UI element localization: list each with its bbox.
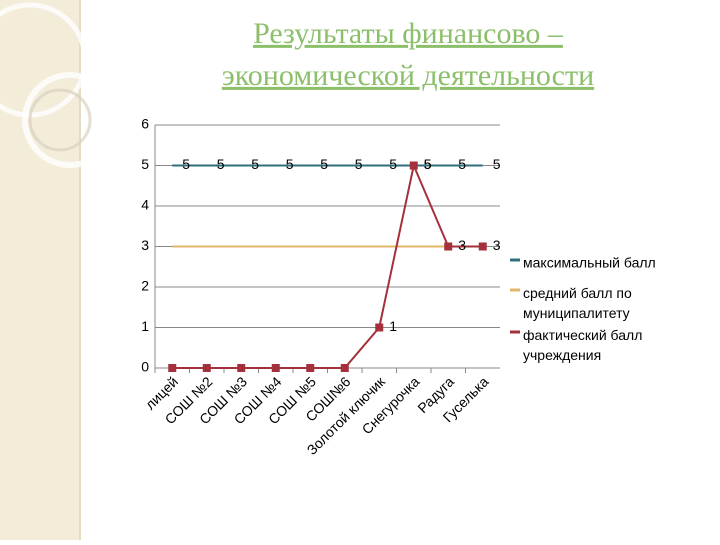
title-line: экономической деятельности bbox=[222, 59, 594, 92]
data-label: 5 bbox=[217, 156, 225, 172]
marker bbox=[340, 364, 349, 372]
data-label: 3 bbox=[493, 237, 501, 253]
data-label: 5 bbox=[355, 156, 363, 172]
deco-circle bbox=[22, 72, 118, 168]
marker bbox=[306, 364, 315, 372]
data-label: 3 bbox=[458, 237, 466, 253]
marker bbox=[168, 364, 177, 372]
marker bbox=[202, 364, 211, 372]
data-label: 5 bbox=[251, 156, 259, 172]
title-line: Результаты финансово – bbox=[253, 17, 564, 50]
deco-circle bbox=[28, 88, 92, 152]
y-tick-label: 3 bbox=[141, 237, 149, 253]
y-tick-label: 1 bbox=[141, 318, 149, 334]
marker bbox=[409, 161, 418, 170]
data-label: 5 bbox=[320, 156, 328, 172]
marker bbox=[375, 323, 384, 332]
marker bbox=[237, 364, 246, 372]
marker bbox=[478, 242, 487, 251]
data-label: 5 bbox=[389, 156, 397, 172]
data-label: 5 bbox=[286, 156, 294, 172]
legend-label: максимальный балл bbox=[523, 255, 656, 271]
legend-label: фактический балл учреждения bbox=[523, 327, 642, 363]
legend-label: средний балл по муниципалитету bbox=[523, 285, 632, 321]
data-label: 5 bbox=[424, 156, 432, 172]
y-tick-label: 2 bbox=[141, 278, 149, 294]
data-label: 5 bbox=[493, 156, 501, 172]
y-tick-label: 4 bbox=[141, 197, 149, 213]
marker bbox=[271, 364, 280, 372]
data-label: 5 bbox=[182, 156, 190, 172]
y-tick-label: 5 bbox=[141, 156, 149, 172]
y-tick-label: 0 bbox=[141, 359, 149, 375]
y-tick-label: 6 bbox=[141, 116, 149, 132]
side-strip bbox=[0, 0, 80, 540]
marker bbox=[444, 242, 453, 251]
series-line bbox=[172, 162, 483, 369]
data-label: 5 bbox=[424, 156, 432, 172]
data-label: 5 bbox=[458, 156, 466, 172]
data-label: 1 bbox=[389, 318, 397, 334]
